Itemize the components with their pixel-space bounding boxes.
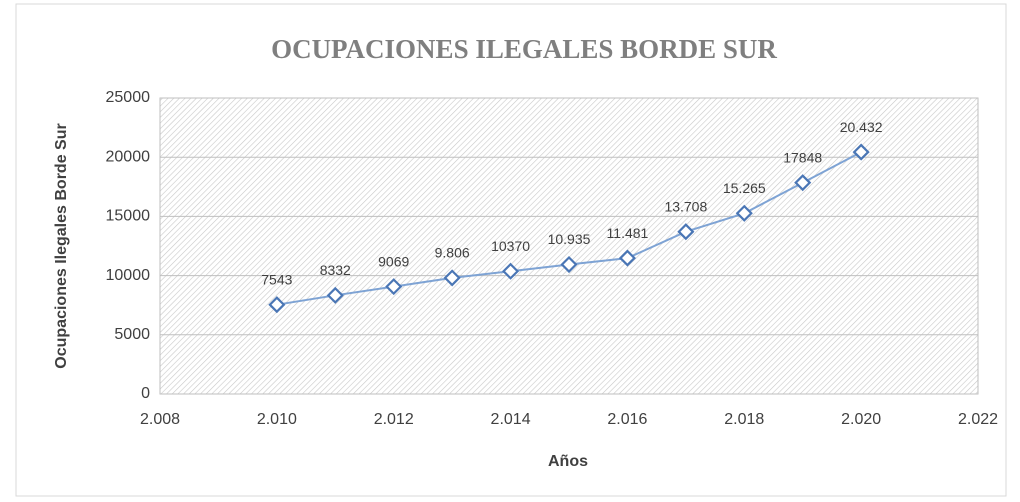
data-label: 10370 [491, 238, 530, 254]
data-point [852, 143, 870, 161]
data-point [268, 296, 286, 314]
x-tick-label: 2.016 [607, 411, 647, 428]
data-label: 15.265 [723, 180, 766, 196]
data-label: 20.432 [840, 119, 883, 135]
x-tick-label: 2.012 [374, 411, 414, 428]
data-label: 13.708 [664, 198, 707, 214]
y-tick-label: 15000 [106, 208, 151, 225]
data-point [560, 255, 578, 274]
y-tick-label: 10000 [106, 267, 151, 284]
data-point [326, 286, 344, 304]
x-tick-label: 2.014 [491, 411, 531, 428]
data-point [502, 262, 520, 280]
x-tick-label: 2.018 [724, 411, 764, 428]
data-label: 9.806 [435, 245, 470, 261]
chart-title: OCUPACIONES ILEGALES BORDE SUR [271, 34, 777, 64]
x-axis-label: Años [548, 453, 588, 470]
data-label: 8332 [320, 262, 351, 278]
y-tick-label: 5000 [114, 326, 150, 343]
data-label: 17848 [783, 149, 822, 165]
y-tick-label: 20000 [106, 148, 151, 165]
x-tick-label: 2.022 [958, 411, 998, 428]
data-point [735, 204, 753, 222]
data-point [677, 223, 695, 241]
data-point [794, 174, 812, 192]
data-point [385, 278, 403, 296]
data-point [618, 249, 636, 267]
y-tick-label: 0 [141, 385, 150, 402]
y-tick-label: 25000 [106, 89, 151, 106]
x-tick-label: 2.020 [841, 411, 881, 428]
plot-area [159, 97, 979, 395]
y-axis-label: Ocupaciones Ilegales Borde Sur [53, 123, 70, 368]
data-label: 10.935 [548, 231, 591, 247]
data-label: 9069 [378, 253, 409, 269]
data-point [443, 269, 461, 287]
x-tick-label: 2.008 [140, 411, 180, 428]
x-tick-label: 2.010 [257, 411, 297, 428]
data-label: 7543 [261, 271, 292, 287]
data-label: 11.481 [607, 225, 649, 241]
